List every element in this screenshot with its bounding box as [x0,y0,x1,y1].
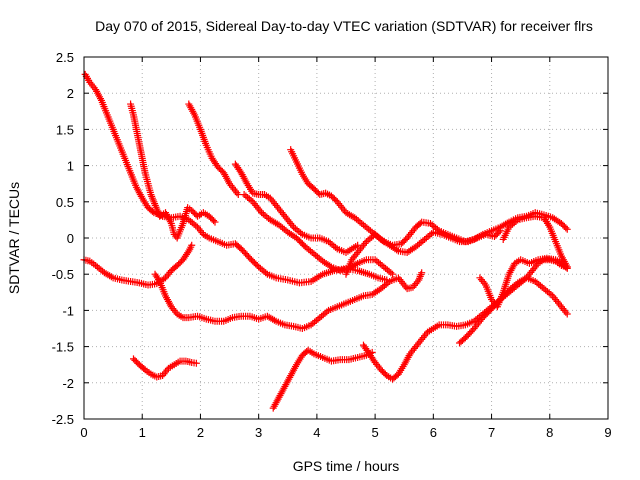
tick-layer [83,56,609,420]
data-series [476,254,571,311]
y-tick-label: 0.5 [56,195,74,210]
y-tick-label: 0 [67,231,74,246]
data-series [80,241,196,289]
data-point [211,218,219,226]
x-tick-label: 6 [430,425,437,440]
data-point [562,224,570,232]
y-tick-label: 1 [67,159,74,174]
data-point [563,225,571,233]
y-tick-label: 2 [67,86,74,101]
data-series [185,100,242,199]
y-tick-label: 2.5 [56,50,74,65]
data-series [231,160,362,256]
x-tick-label: 9 [604,425,611,440]
y-tick-label: -1 [62,303,74,318]
x-tick-label: 1 [139,425,146,440]
tick-labels: 0 1 2 3 4 5 6 7 8 9 2.5 2 1.5 1 0.5 0 -0.5 -1 -1.5 -2 -2.5 [52,50,612,440]
data-series [81,70,391,287]
data-marks [80,70,571,412]
data-point [563,310,571,318]
data-point [563,263,571,271]
plot-frame [83,56,609,420]
data-series [269,346,376,412]
x-tick-label: 5 [371,425,378,440]
data-point [192,359,200,367]
data-point [210,217,218,225]
y-axis-title: SDTVAR / TECUs [6,182,22,294]
x-tick-label: 2 [197,425,204,440]
y-tick-label: -2.5 [52,412,74,427]
data-series [359,274,571,383]
x-tick-label: 0 [80,425,87,440]
data-point [188,241,196,249]
y-tick-label: 1.5 [56,122,74,137]
x-axis-title: GPS time / hours [293,458,400,474]
data-series [156,204,219,242]
y-tick-label: -1.5 [52,340,74,355]
data-point [389,270,397,278]
data-series [151,269,426,332]
y-tick-label: -0.5 [52,267,74,282]
chart-title: Day 070 of 2015, Sidereal Day-to-day VTE… [95,18,593,34]
data-series [499,212,571,271]
x-tick-label: 4 [313,425,320,440]
grid-layer [84,57,608,419]
x-tick-label: 8 [546,425,553,440]
y-tick-label: -2 [62,376,74,391]
x-tick-label: 7 [488,425,495,440]
x-tick-label: 3 [255,425,262,440]
data-series [129,355,200,381]
data-point [418,269,426,277]
